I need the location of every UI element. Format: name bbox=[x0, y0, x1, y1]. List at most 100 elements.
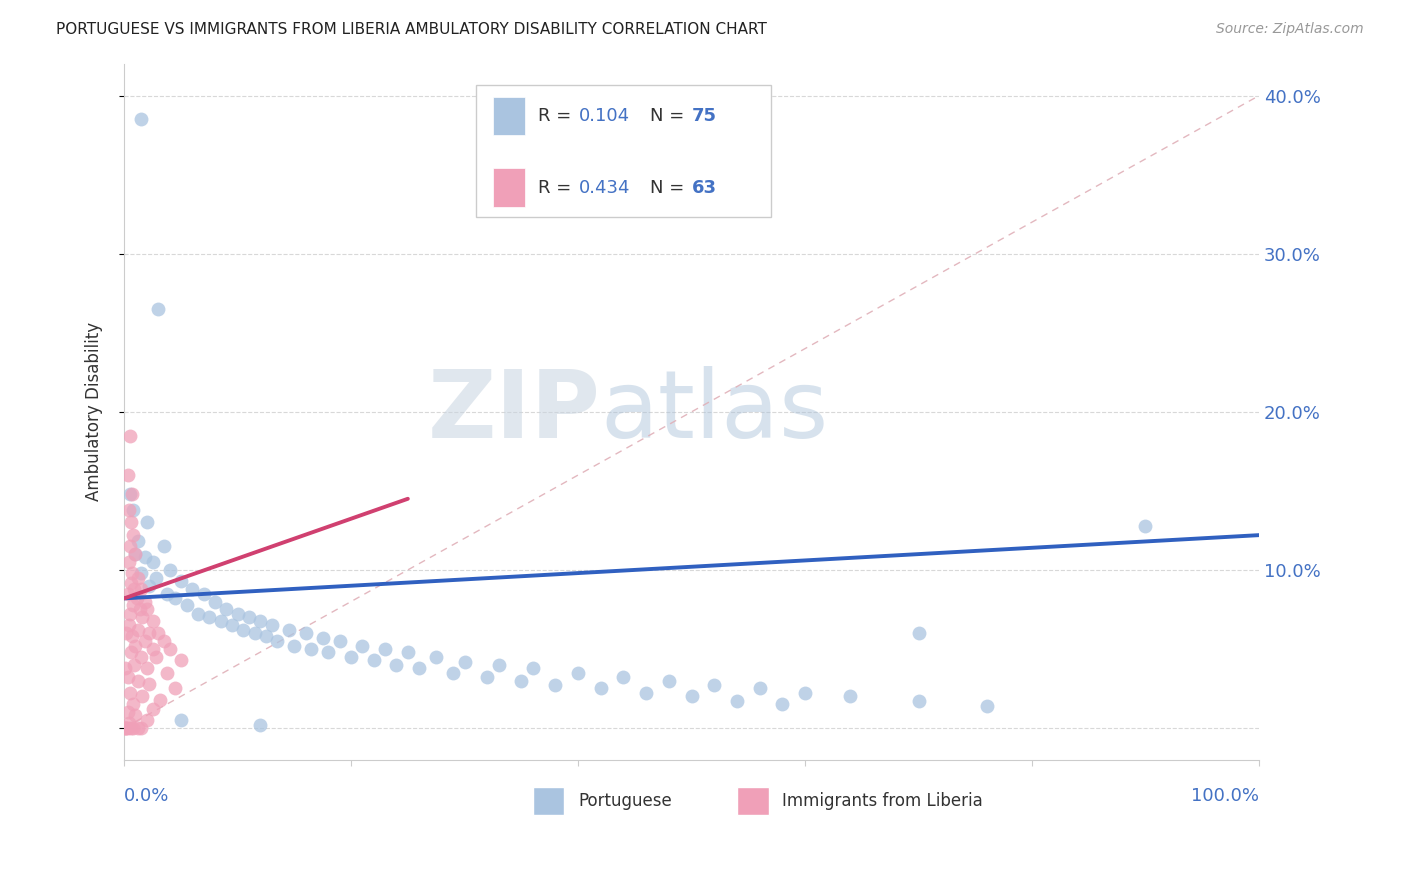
Point bbox=[141, 642, 163, 657]
Point bbox=[238, 610, 260, 624]
Point bbox=[131, 690, 153, 704]
Bar bbox=[737, 788, 769, 815]
Point bbox=[118, 686, 141, 700]
Point bbox=[209, 614, 232, 628]
Point bbox=[141, 555, 163, 569]
Point bbox=[703, 678, 725, 692]
Point bbox=[120, 645, 142, 659]
Point bbox=[725, 694, 748, 708]
Point bbox=[215, 602, 238, 616]
Point bbox=[612, 670, 634, 684]
Point bbox=[122, 721, 145, 735]
Text: 0.104: 0.104 bbox=[579, 107, 630, 125]
Text: 75: 75 bbox=[692, 107, 717, 125]
Point bbox=[118, 487, 141, 501]
Point bbox=[117, 705, 139, 719]
Point bbox=[425, 649, 447, 664]
Point bbox=[770, 698, 793, 712]
Point bbox=[127, 571, 149, 585]
Point bbox=[153, 634, 176, 648]
Point bbox=[124, 547, 146, 561]
Point bbox=[567, 665, 589, 680]
Point bbox=[129, 112, 152, 127]
Point bbox=[266, 634, 288, 648]
Point bbox=[544, 678, 567, 692]
Point bbox=[118, 607, 141, 622]
Point bbox=[118, 618, 141, 632]
Text: Portuguese: Portuguese bbox=[578, 792, 672, 810]
Point bbox=[118, 428, 141, 442]
Point bbox=[204, 594, 226, 608]
Point bbox=[121, 487, 143, 501]
Point bbox=[176, 598, 198, 612]
Point bbox=[522, 661, 544, 675]
Point bbox=[145, 571, 167, 585]
Point bbox=[134, 634, 156, 648]
Point bbox=[114, 661, 136, 675]
Point bbox=[658, 673, 681, 688]
Point bbox=[249, 718, 271, 732]
Bar bbox=[494, 96, 524, 135]
Point bbox=[198, 610, 221, 624]
Point bbox=[352, 639, 374, 653]
Text: N =: N = bbox=[650, 178, 689, 196]
Point bbox=[135, 713, 157, 727]
Point bbox=[122, 698, 145, 712]
Point bbox=[118, 716, 141, 731]
Point bbox=[124, 582, 146, 596]
Point bbox=[115, 721, 138, 735]
Point bbox=[363, 653, 385, 667]
Point bbox=[127, 673, 149, 688]
Point bbox=[117, 587, 139, 601]
Point bbox=[141, 702, 163, 716]
Point bbox=[134, 594, 156, 608]
Point bbox=[748, 681, 770, 696]
Point bbox=[125, 591, 148, 606]
Point bbox=[127, 623, 149, 637]
Point bbox=[312, 631, 335, 645]
Point bbox=[117, 670, 139, 684]
Point bbox=[122, 598, 145, 612]
Point bbox=[134, 550, 156, 565]
Point bbox=[148, 302, 170, 317]
Point bbox=[120, 721, 142, 735]
Point bbox=[318, 645, 340, 659]
Point bbox=[374, 642, 396, 657]
Point bbox=[138, 579, 160, 593]
Point bbox=[138, 677, 160, 691]
Point bbox=[976, 698, 998, 713]
Y-axis label: Ambulatory Disability: Ambulatory Disability bbox=[86, 322, 103, 501]
Text: 0.0%: 0.0% bbox=[124, 788, 170, 805]
Point bbox=[120, 575, 142, 590]
Point bbox=[408, 661, 430, 675]
Point bbox=[114, 721, 136, 735]
Point bbox=[118, 503, 141, 517]
Point bbox=[115, 626, 138, 640]
Point bbox=[277, 623, 299, 637]
Point bbox=[118, 539, 141, 553]
Point bbox=[127, 721, 149, 735]
Point bbox=[156, 665, 179, 680]
FancyBboxPatch shape bbox=[475, 85, 770, 217]
Point bbox=[120, 516, 142, 530]
Text: 63: 63 bbox=[692, 178, 717, 196]
Point bbox=[165, 681, 187, 696]
Point bbox=[340, 649, 363, 664]
Point bbox=[124, 708, 146, 723]
Point bbox=[907, 626, 929, 640]
Point bbox=[156, 587, 179, 601]
Point bbox=[477, 670, 499, 684]
Point bbox=[283, 639, 305, 653]
Text: N =: N = bbox=[650, 107, 689, 125]
Point bbox=[122, 528, 145, 542]
Point bbox=[226, 607, 249, 622]
Point bbox=[221, 618, 243, 632]
Point bbox=[135, 516, 157, 530]
Point bbox=[145, 649, 167, 664]
Point bbox=[124, 639, 146, 653]
Point bbox=[114, 721, 136, 735]
Point bbox=[329, 634, 352, 648]
Point bbox=[170, 574, 193, 588]
Point bbox=[121, 566, 143, 580]
Text: atlas: atlas bbox=[600, 366, 830, 458]
